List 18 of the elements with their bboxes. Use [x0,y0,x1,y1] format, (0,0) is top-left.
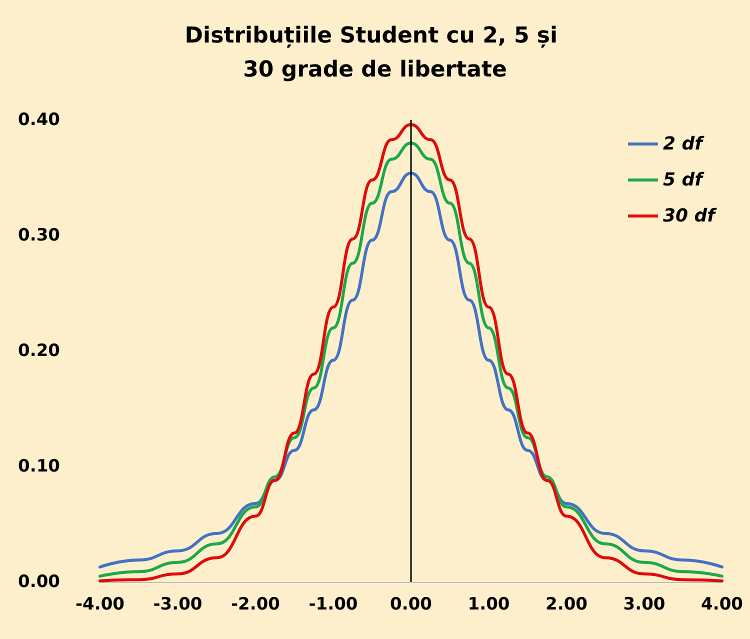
x-tick-label: -2.00 [231,594,280,614]
x-tick-label: 2.00 [546,594,588,614]
x-tick-label: 3.00 [623,594,666,614]
y-tick-label: 0.30 [18,226,60,246]
x-tick-label: 4.00 [701,594,744,614]
x-tick-label: 0.00 [390,594,432,614]
y-tick-label: 0.00 [18,572,60,592]
legend-label: 2 df [662,134,705,154]
legend-label: 30 df [662,206,718,226]
chart-title: Distribuțiile Student cu 2, 5 și 30 grade de libertate [184,24,566,82]
x-tick-label: -3.00 [153,594,202,614]
legend-label: 5 df [662,170,705,190]
y-tick-label: 0.40 [18,110,60,130]
x-tick-label: -1.00 [308,594,358,614]
y-tick-label: 0.10 [18,456,60,476]
x-tick-label: 1.00 [468,594,510,614]
x-tick-label: -4.00 [76,594,125,614]
y-tick-label: 0.20 [18,341,60,361]
